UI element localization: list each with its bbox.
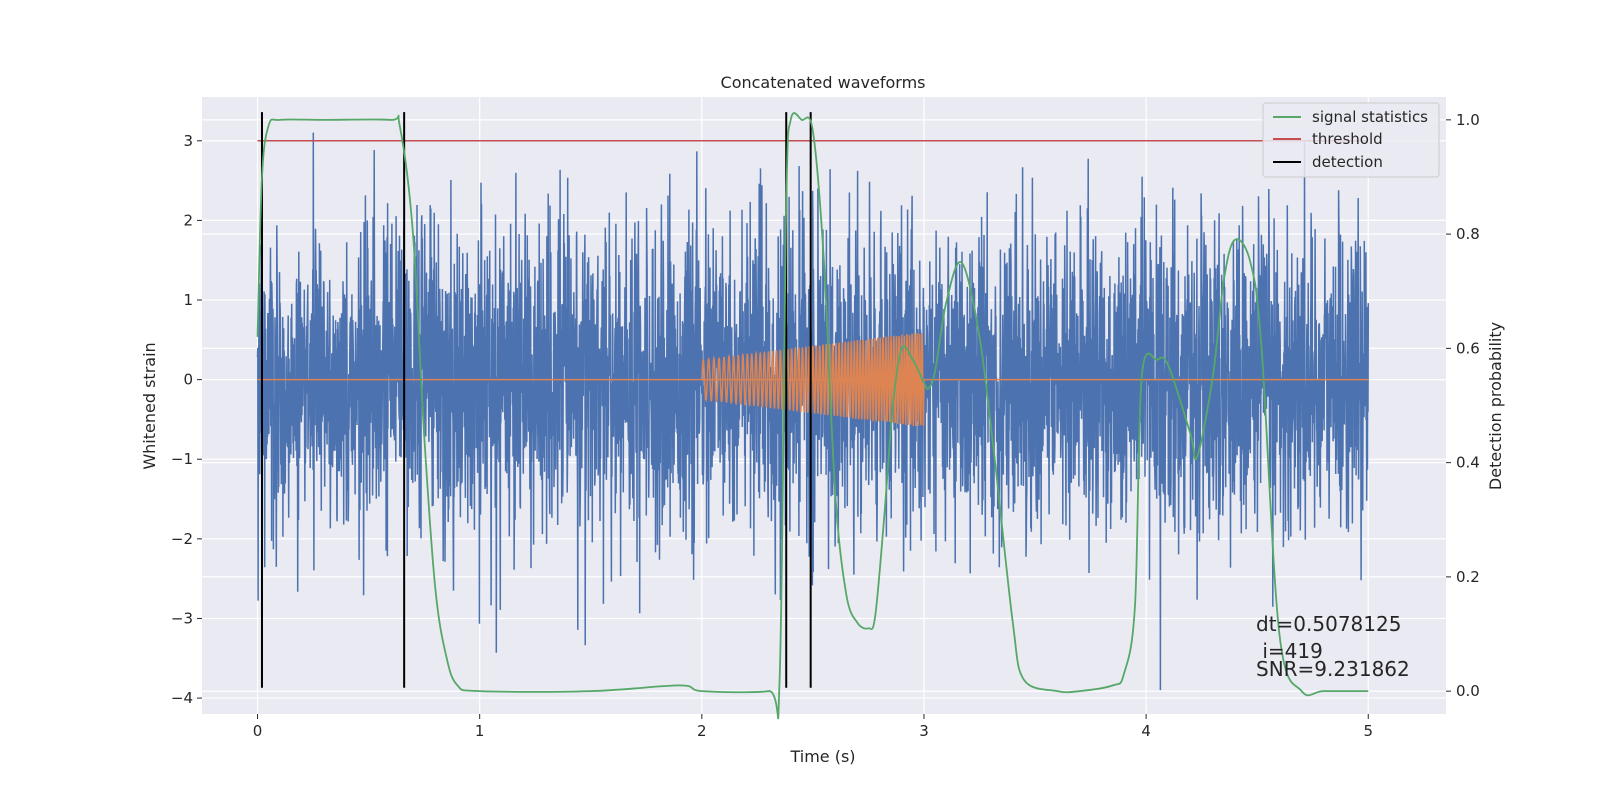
legend-label-signal-statistics: signal statistics [1312, 108, 1428, 126]
x-axis-label: Time (s) [789, 747, 855, 766]
x-tick-label: 2 [697, 722, 707, 740]
x-tick-label: 0 [253, 722, 263, 740]
annotation-block: dt=0.5078125 i=419 SNR=9.231862 [1256, 612, 1410, 681]
legend-box [1262, 102, 1440, 178]
y-axis-label: Whitened strain [140, 342, 159, 469]
y-tick-label: 0 [183, 371, 193, 389]
signal-statistics-series-line [256, 112, 1369, 720]
y-tick-label: −1 [171, 450, 193, 468]
y-tick-label: −4 [171, 689, 193, 707]
y-tick-label: 1 [183, 291, 193, 309]
x-axis-ticks: 0 1 2 3 4 5 [253, 714, 1373, 740]
legend: signal statistics threshold detection [1262, 102, 1440, 178]
annotation-snr: SNR=9.231862 [1256, 657, 1410, 681]
y2-tick-label: 0.2 [1456, 568, 1480, 586]
plot-area [256, 112, 1370, 720]
injection-series-line [701, 332, 925, 427]
y2-axis-ticks: 0.0 0.2 0.4 0.6 0.8 1.0 [1446, 111, 1480, 700]
detection-lines [260, 112, 812, 688]
x-tick-label: 3 [919, 722, 929, 740]
legend-label-detection: detection [1312, 153, 1383, 171]
y-axis-ticks: −4 −3 −2 −1 0 1 2 3 [171, 132, 202, 707]
noise-series-line [256, 132, 1370, 691]
y2-tick-label: 0.6 [1456, 339, 1480, 357]
y-tick-label: −3 [171, 609, 193, 627]
y2-tick-label: 0.0 [1456, 682, 1480, 700]
y2-tick-label: 0.8 [1456, 225, 1480, 243]
annotation-dt: dt=0.5078125 [1256, 612, 1401, 636]
y-tick-label: 3 [183, 132, 193, 150]
y2-tick-label: 1.0 [1456, 111, 1480, 129]
x-tick-label: 1 [475, 722, 485, 740]
chart-title: Concatenated waveforms [721, 73, 926, 92]
legend-label-threshold: threshold [1312, 130, 1383, 148]
y2-axis-label: Detection probability [1486, 322, 1505, 490]
x-tick-label: 4 [1141, 722, 1151, 740]
y-tick-label: 2 [183, 211, 193, 229]
y-tick-label: −2 [171, 530, 193, 548]
y2-tick-label: 0.4 [1456, 454, 1480, 472]
x-tick-label: 5 [1363, 722, 1373, 740]
annotation-index: i=419 [1256, 639, 1323, 663]
